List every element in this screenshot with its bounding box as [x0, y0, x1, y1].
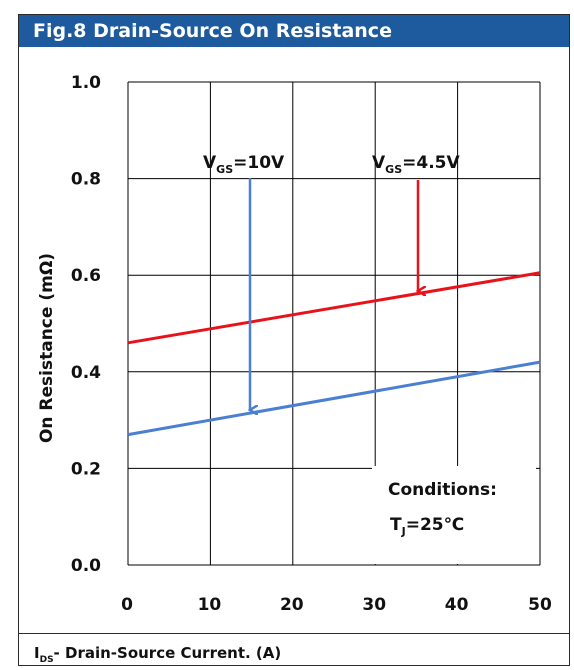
y-tick-label: 0.4 [71, 363, 101, 383]
y-tick-label: 0.6 [71, 266, 101, 286]
axis-ticks: 0.0 0.2 0.4 0.6 0.8 1.0 0 10 20 30 40 50 [71, 73, 552, 615]
series-lines [127, 271, 541, 437]
series-line-0 [127, 271, 541, 345]
x-tick-label: 20 [280, 595, 304, 615]
conditions-temp: TJ=25℃ [390, 515, 464, 538]
x-tick-label: 0 [121, 595, 133, 615]
series-label-10v: VGS=10V [203, 153, 285, 176]
x-tick-label: 10 [198, 595, 222, 615]
x-tick-label: 50 [528, 595, 552, 615]
footer-divider [19, 633, 569, 634]
series-line-1 [127, 360, 541, 437]
x-tick-label: 40 [445, 595, 469, 615]
y-tick-label: 0.8 [71, 170, 101, 190]
chart-title: Fig.8 Drain-Source On Resistance [19, 15, 569, 47]
conditions-label: Conditions: [388, 480, 497, 500]
y-axis-label: On Resistance (mΩ) [37, 253, 57, 443]
x-axis-label: IDS- Drain-Source Current. (A) [34, 644, 282, 665]
series-label-4-5v: VGS=4.5V [372, 153, 460, 176]
y-tick-label: 1.0 [71, 73, 101, 93]
x-tick-label: 30 [362, 595, 386, 615]
y-tick-label: 0.0 [71, 556, 101, 576]
chart-frame: Fig.8 Drain-Source On Resistance [18, 14, 570, 666]
conditions-box [372, 466, 536, 564]
y-tick-label: 0.2 [71, 459, 101, 479]
